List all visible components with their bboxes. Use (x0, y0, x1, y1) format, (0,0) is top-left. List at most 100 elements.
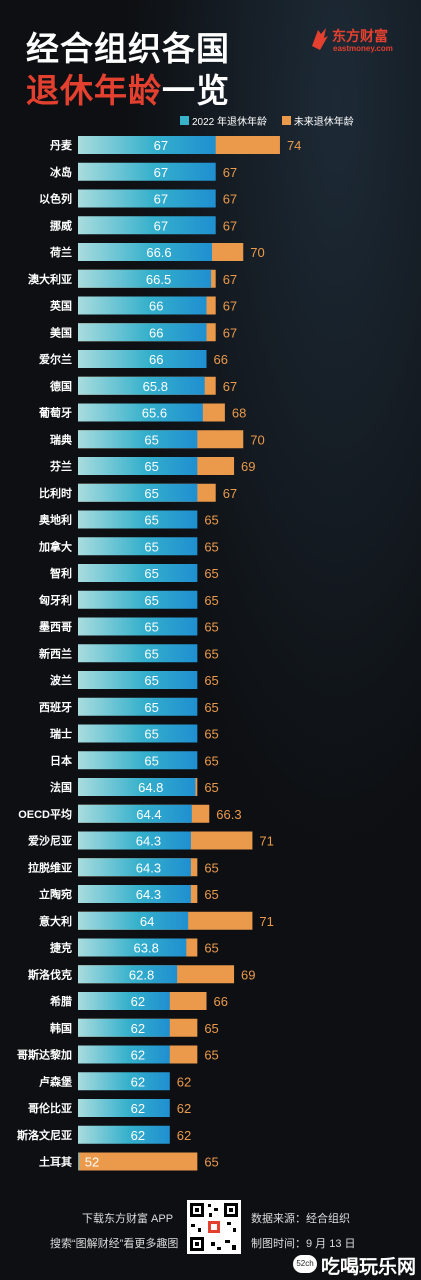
bar-2022 (78, 671, 198, 689)
watermark: 52ch 吃喝玩乐网 (293, 1249, 421, 1280)
value-label-2022: 62 (131, 1021, 145, 1036)
value-label-2022: 65 (144, 700, 158, 715)
value-label-2022: 64.8 (138, 780, 163, 795)
category-label: 墨西哥 (39, 621, 72, 634)
bar-2022 (78, 1125, 170, 1144)
legend-swatch-2022 (180, 116, 189, 125)
footer-source-text: 数据来源：经合组织 (251, 1213, 350, 1225)
bar-row: OECD平均 64.4 66.3 (18, 804, 242, 823)
bar-row: 智利 65 65 (50, 564, 219, 582)
value-label-2022: 64.3 (136, 887, 161, 902)
value-label-future: 65 (204, 753, 218, 768)
bar-2022 (78, 376, 205, 395)
footer-date-text: 制图时间：9 月 13 日 (251, 1238, 356, 1250)
category-label: 哥伦比亚 (28, 1101, 72, 1115)
value-label-future: 69 (241, 459, 255, 474)
value-label-future: 65 (204, 620, 218, 635)
bar-2022 (78, 831, 191, 850)
bar-2022 (78, 751, 198, 770)
value-label-2022: 65 (144, 566, 158, 581)
bar-row: 加拿大 65 65 (38, 537, 219, 556)
bar-2022 (78, 430, 198, 449)
value-label-future: 71 (259, 834, 273, 849)
value-label-future: 65 (204, 780, 218, 795)
value-label-2022: 65 (144, 459, 158, 474)
bar-2022 (78, 1152, 79, 1171)
category-label: 瑞典 (50, 432, 72, 446)
bar-row: 挪威 67 67 (50, 216, 237, 235)
category-label: 瑞士 (50, 727, 72, 741)
bar-2022 (78, 483, 198, 502)
category-label: 澳大利亚 (28, 272, 72, 286)
legend: 2022 年退休年龄 未来退休年龄 (180, 113, 366, 128)
bar-row: 墨西哥 65 65 (39, 617, 219, 636)
bar-2022 (78, 216, 216, 235)
value-label-future: 65 (204, 646, 218, 661)
value-label-future: 69 (241, 967, 255, 982)
value-label-2022: 65 (144, 593, 158, 608)
category-label: 哥斯达黎加 (17, 1048, 72, 1062)
bar-row: 斯洛文尼亚 62 62 (17, 1125, 191, 1144)
bar-2022 (78, 403, 203, 422)
category-label: 智利 (50, 566, 72, 580)
bar-row: 英国 66 67 (49, 296, 237, 315)
bar-row: 捷克 63.8 65 (50, 938, 219, 957)
category-label: 法国 (50, 780, 72, 794)
bar-row: 新西兰 65 65 (39, 644, 219, 663)
value-label-2022: 65 (144, 513, 158, 528)
footer-search-text: 搜索“图解财经”看更多趣图 (50, 1238, 179, 1250)
category-label: OECD平均 (18, 807, 72, 821)
value-label-2022: 65 (144, 753, 158, 768)
value-label-2022: 65.6 (142, 406, 167, 421)
bar-row: 波兰 65 65 (50, 671, 219, 689)
bar-row: 西班牙 65 65 (39, 697, 219, 716)
category-label: 立陶宛 (39, 887, 72, 901)
value-label-2022: 67 (154, 192, 168, 207)
value-label-future: 62 (177, 1128, 191, 1143)
bar-2022 (78, 858, 191, 877)
bar-2022 (78, 1099, 170, 1117)
category-label: 拉脱维亚 (28, 860, 72, 874)
value-label-future: 67 (223, 486, 237, 501)
value-label-2022: 65 (144, 620, 158, 635)
value-label-2022: 65 (144, 646, 158, 661)
page-title-line1: 经合组织各国 (26, 30, 230, 67)
value-label-future: 65 (204, 727, 218, 742)
value-label-future: 62 (177, 1074, 191, 1089)
value-label-2022: 66.6 (146, 245, 171, 260)
value-label-future: 67 (223, 299, 237, 314)
value-label-2022: 62 (131, 1048, 145, 1063)
value-label-future: 67 (223, 325, 237, 340)
bar-future (78, 1152, 198, 1171)
bar-2022 (78, 724, 198, 743)
value-label-future: 66 (214, 352, 228, 367)
bar-2022 (78, 644, 198, 663)
value-label-2022: 67 (154, 165, 168, 180)
value-label-2022: 67 (154, 218, 168, 233)
bar-row: 土耳其 52 65 (39, 1152, 219, 1171)
bar-2022 (78, 457, 198, 475)
value-label-2022: 65.8 (143, 379, 168, 394)
bar-row: 冰岛 67 67 (50, 162, 237, 181)
bar-2022 (78, 1018, 170, 1037)
bar-2022 (78, 1072, 170, 1091)
category-label: 斯洛文尼亚 (17, 1128, 72, 1142)
value-label-future: 65 (204, 1021, 218, 1036)
value-label-future: 74 (287, 138, 301, 153)
bar-row: 哥斯达黎加 62 65 (17, 1045, 219, 1064)
category-label: 奥地利 (38, 513, 72, 527)
value-label-2022: 65 (144, 727, 158, 742)
title-tail: 一览 (162, 72, 230, 109)
legend-item-2022: 2022 年退休年龄 (180, 113, 267, 128)
bar-row: 斯洛伐克 62.8 69 (28, 965, 256, 984)
category-label: 希腊 (49, 994, 72, 1008)
category-label: 捷克 (50, 941, 72, 955)
bar-2022 (78, 590, 198, 609)
value-label-future: 65 (204, 1155, 218, 1170)
category-label: 波兰 (50, 673, 72, 687)
qr-code[interactable] (187, 1200, 241, 1254)
category-label: 英国 (49, 299, 72, 313)
title-highlight: 退休年龄 (26, 72, 162, 109)
bar-2022 (78, 510, 198, 529)
